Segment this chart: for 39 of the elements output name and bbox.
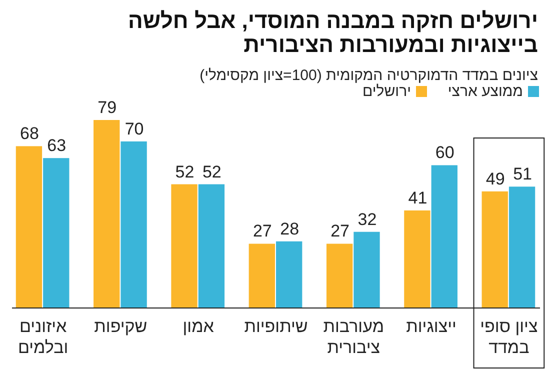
bar <box>16 146 42 308</box>
bar <box>94 120 120 308</box>
data-label: 49 <box>486 169 505 188</box>
bar <box>354 232 380 308</box>
data-label: 63 <box>47 136 66 156</box>
data-label: 27 <box>330 222 350 241</box>
x-tick-label: ייצוגיות <box>406 317 456 336</box>
legend-label: ירושלים <box>362 83 411 100</box>
x-tick-label: מעורבות ציבורית <box>323 317 384 357</box>
bar <box>120 141 147 308</box>
bar <box>248 244 275 308</box>
bar <box>276 241 302 308</box>
x-tick-label: איזונים ובלמים <box>18 317 68 357</box>
data-label: 51 <box>513 164 532 184</box>
bar <box>198 184 225 308</box>
legend-label: ממוצע ארצי <box>448 83 523 100</box>
bar <box>404 210 430 308</box>
bar <box>326 244 353 308</box>
x-tick-label: ציון סופי במדד <box>480 317 538 357</box>
chart-subtitle: ציונים במדד הדמוקרטיה המקומית (100=ציון מקסימלי) <box>200 67 538 84</box>
bar <box>171 184 198 308</box>
bar <box>482 191 508 308</box>
bar <box>43 158 70 308</box>
x-tick-label: שיתופיות <box>244 317 308 336</box>
data-label: 70 <box>124 119 144 138</box>
data-label: 41 <box>408 188 428 208</box>
chart-title: ירושלים חזקה במבנה המוסדי, אבל חלשה בייצוגיות ובמעורבות הציבורית <box>128 8 538 57</box>
x-tick-label: אמון <box>182 317 214 336</box>
data-label: 79 <box>98 98 117 117</box>
data-label: 27 <box>252 222 272 241</box>
data-label: 52 <box>175 162 194 182</box>
data-label: 32 <box>358 210 377 229</box>
data-label: 60 <box>435 143 454 162</box>
data-label: 68 <box>20 124 39 144</box>
data-label: 52 <box>202 162 222 182</box>
data-label: 28 <box>280 219 300 238</box>
x-tick-label: שקיפות <box>94 317 148 336</box>
bar <box>508 186 536 308</box>
bar <box>431 165 458 308</box>
